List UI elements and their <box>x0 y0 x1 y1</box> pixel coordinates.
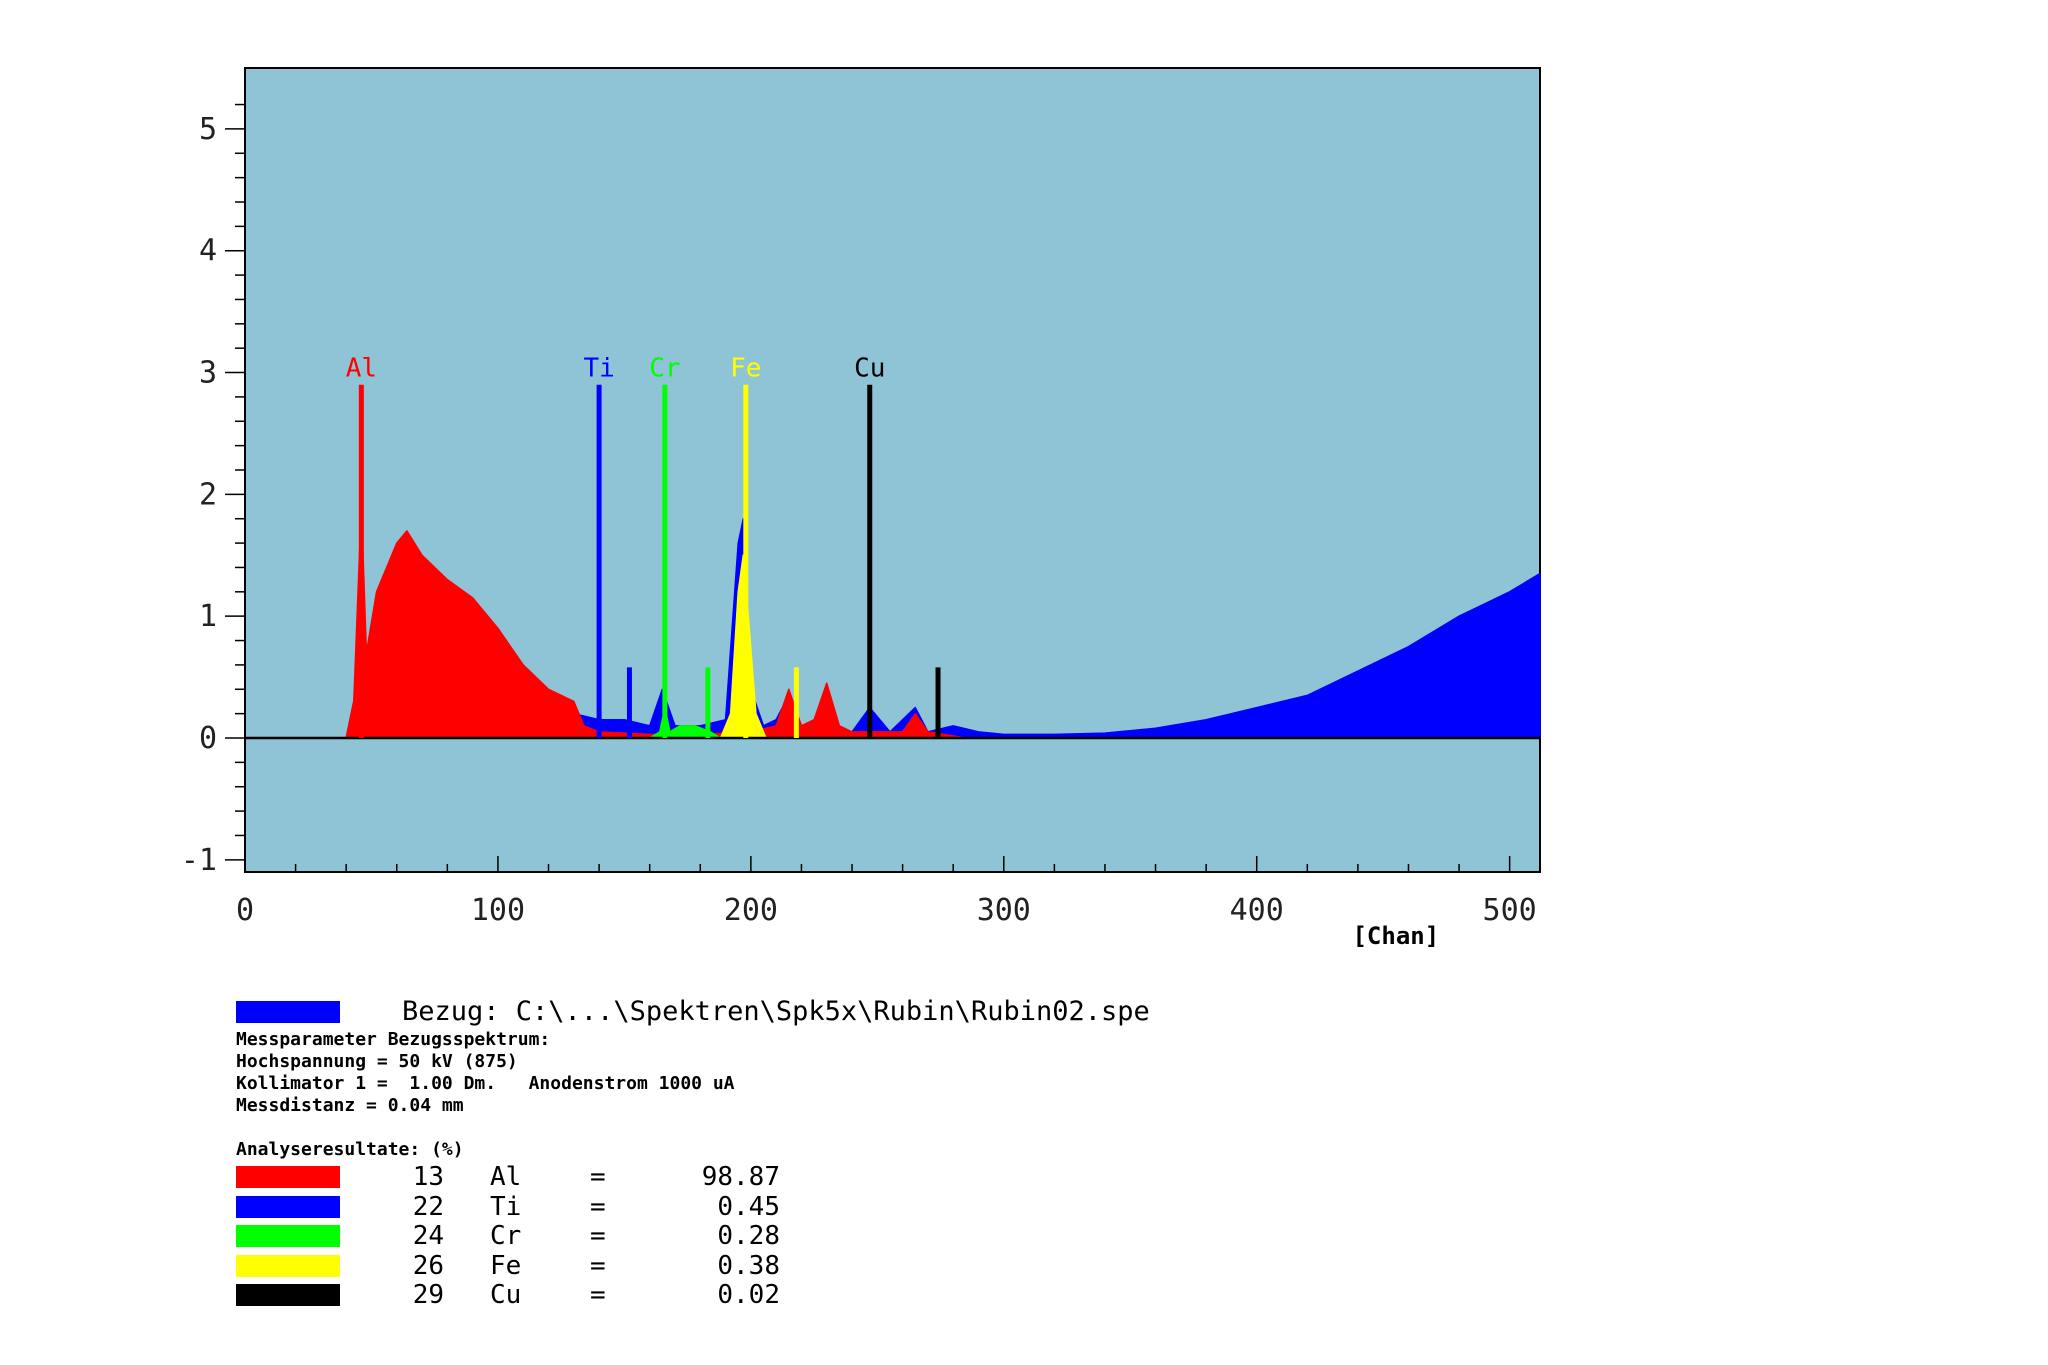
element-symbol: Cr <box>490 1221 522 1251</box>
reference-swatch <box>236 1001 340 1023</box>
result-swatch-al <box>236 1166 340 1188</box>
collimator-line: Kollimator 1 = 1.00 Dm. Anodenstrom 1000… <box>236 1073 735 1094</box>
y-tick-label: 5 <box>199 112 217 147</box>
atomic-number: 29 <box>412 1280 444 1310</box>
y-tick-label: 1 <box>199 599 217 634</box>
results-title: Analyseresultate: (%) <box>236 1139 464 1160</box>
equals-sign: = <box>590 1162 606 1192</box>
atomic-number: 24 <box>412 1221 444 1251</box>
x-tick-label: 100 <box>471 893 525 928</box>
result-swatch-fe <box>236 1254 340 1277</box>
result-swatch-cr <box>236 1225 340 1247</box>
equals-sign: = <box>590 1191 606 1222</box>
element-symbol: Ti <box>490 1191 522 1222</box>
x-tick-label: 400 <box>1230 893 1284 928</box>
distance-line: Messdistanz = 0.04 mm <box>236 1095 464 1116</box>
atomic-number: 13 <box>412 1162 444 1192</box>
params-title: Messparameter Bezugsspektrum: <box>236 1029 551 1050</box>
plot-area <box>244 67 1541 873</box>
x-tick-label: 200 <box>724 893 778 928</box>
series-cr-area <box>648 706 722 739</box>
y-tick-label: 4 <box>199 234 217 269</box>
result-swatch-ti <box>236 1195 340 1218</box>
element-symbol: Al <box>490 1162 522 1192</box>
atomic-number: 22 <box>412 1191 444 1222</box>
x-tick-label: 500 <box>1483 893 1537 928</box>
equals-sign: = <box>590 1221 606 1251</box>
marker-label-cr: Cr <box>649 354 680 384</box>
marker-label-al: Al <box>346 354 377 384</box>
concentration-value: 0.38 <box>717 1250 780 1281</box>
y-tick-label: 2 <box>199 477 217 512</box>
equals-sign: = <box>590 1250 606 1281</box>
reference-file-line: Bezug: C:\...\Spektren\Spk5x\Rubin\Rubin… <box>402 996 1150 1027</box>
x-tick-label: 0 <box>236 893 254 928</box>
marker-label-ti: Ti <box>583 354 614 384</box>
element-symbol: Fe <box>490 1250 522 1281</box>
marker-label-fe: Fe <box>730 354 761 384</box>
x-axis-unit: [Chan] <box>1352 922 1439 950</box>
concentration-value: 0.45 <box>717 1191 780 1222</box>
y-tick-label: 0 <box>199 721 217 756</box>
equals-sign: = <box>590 1280 606 1310</box>
y-tick-label: -1 <box>181 843 217 878</box>
concentration-value: 0.28 <box>717 1221 780 1251</box>
x-tick-label: 300 <box>977 893 1031 928</box>
concentration-value: 0.02 <box>717 1280 780 1310</box>
atomic-number: 26 <box>412 1250 444 1281</box>
element-symbol: Cu <box>490 1280 522 1310</box>
marker-label-cu: Cu <box>854 354 885 384</box>
y-tick-label: 3 <box>199 356 217 391</box>
concentration-value: 98.87 <box>701 1162 780 1192</box>
voltage-line: Hochspannung = 50 kV (875) <box>236 1051 518 1072</box>
spectrum-chart: Al Ti Cr Fe Cu -1 0 1 2 3 4 5 0 100 200 300 400 500 [Chan] <box>181 67 1541 950</box>
result-swatch-cu <box>236 1284 340 1306</box>
